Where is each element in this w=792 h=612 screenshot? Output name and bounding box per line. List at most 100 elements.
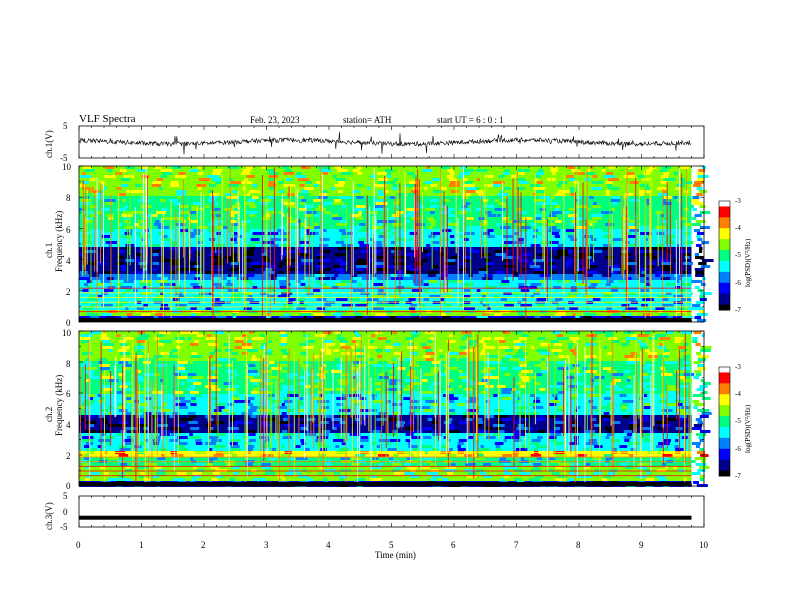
ch1-spectrogram-cell — [587, 220, 597, 223]
ch2-spectrogram-cell — [354, 472, 358, 475]
ch2-spectrogram-cell — [501, 358, 510, 361]
ch1-spectrogram-band — [79, 259, 692, 262]
ch1-spectrogram-cell — [393, 178, 398, 181]
ch2-spectrogram-cell — [677, 346, 685, 349]
ch1-spectrogram-cell — [375, 262, 384, 265]
ch1-spectrogram-cell — [152, 214, 158, 217]
ch1-spectrogram-streak — [544, 191, 546, 292]
ch2-spectrogram-cell — [277, 442, 287, 445]
ch1-spectrogram-cell — [504, 196, 508, 199]
ch2-spectrogram-streak — [638, 382, 640, 419]
ch1-spectrogram-cell — [117, 193, 126, 196]
ch2-spectrogram-cell — [89, 376, 100, 379]
ch2-spectrogram-cell — [249, 331, 253, 334]
ch2-spectrogram-cell — [593, 424, 601, 427]
ch2-spectrogram-cell — [512, 442, 519, 445]
ch1-spectrogram-cell — [409, 232, 418, 235]
ch2-spectrogram-cell — [283, 433, 294, 436]
ch2-spectrogram-cell — [232, 466, 240, 469]
ch2-spectrogram-cell — [209, 427, 214, 430]
ch2-spectrogram-cell — [287, 394, 299, 397]
ch1-spectrogram-cell — [550, 169, 559, 172]
ch2-spectrogram-cell — [177, 367, 186, 370]
ch2-spectrogram-cell — [628, 358, 640, 361]
ch2-spectrogram-band — [79, 364, 692, 367]
ch2-spectrogram-cell — [267, 349, 272, 352]
ch2-spectrogram-streak — [565, 360, 567, 451]
ch2-spectrogram-cell — [151, 376, 161, 379]
ch2-spectrogram-cell — [485, 400, 490, 403]
ch1-spectrogram-cell — [519, 166, 523, 169]
ch1-spectrogram-cell — [213, 166, 221, 169]
ch2-spectrogram-cell — [502, 454, 513, 457]
ch2-spectrogram-cell — [640, 346, 648, 349]
ch1-spectrogram-cell — [357, 271, 361, 274]
ch1-spectrogram-streak — [669, 199, 671, 255]
ch2-spectrogram-cell — [447, 409, 455, 412]
ch1-spectrogram-cell — [233, 232, 238, 235]
ch2-spectrogram-cell — [262, 454, 274, 457]
ch2-spectrogram-cell — [89, 331, 101, 334]
ch2-spectrogram-cell — [336, 403, 344, 406]
ch2-spectrogram-cell — [432, 448, 438, 451]
ch1-spectrogram-cell — [424, 208, 436, 211]
colorbar2-tick: -6 — [735, 445, 741, 453]
ch2-spectrogram-cell — [557, 388, 568, 391]
ch2-spectrogram-cell — [503, 472, 513, 475]
ch1-spectrogram-cell — [172, 217, 184, 220]
ch2-spectrogram-cell — [319, 394, 323, 397]
ch1-spectrogram-cell — [444, 265, 449, 268]
ch2-spectrogram-cell — [301, 355, 312, 358]
ch1-spectrogram-cell — [425, 196, 432, 199]
ch1-spectrogram-cell — [265, 268, 273, 271]
ch1-spectrogram-cell — [497, 214, 501, 217]
ch2-spectrogram-cell — [337, 379, 349, 382]
ch2-spectrogram-cell — [247, 340, 251, 343]
ch2-spectrogram-cell — [105, 472, 109, 475]
ch1-spectrogram-band — [79, 229, 692, 232]
ch1-spectrogram-cell — [230, 181, 242, 184]
ch2-spectrogram-cell — [244, 442, 252, 445]
ch1-spectrogram-streak — [626, 167, 628, 312]
ch1-spectrogram-cell — [100, 208, 110, 211]
ch1-spectrogram-cell — [537, 250, 542, 253]
ch2-spectrogram-cell — [695, 463, 707, 466]
ch1-spectrogram-narrowband-line — [79, 287, 692, 289]
ch2-spectrogram-cell — [124, 337, 134, 340]
ch1-spectrogram-cell — [371, 277, 377, 280]
ch1-spectrogram-band — [79, 298, 692, 301]
ch2-spectrogram-cell — [144, 463, 157, 466]
ch2-spectrogram-cell — [585, 430, 596, 433]
ch1-spectrogram-cell — [353, 247, 358, 250]
ch2-spectrogram-cell — [246, 385, 254, 388]
ch1-spectrogram-cell — [126, 190, 138, 193]
ch2-spectrogram-cell — [282, 430, 288, 433]
ch2-spectrogram-cell — [502, 331, 511, 334]
ch2-spectrogram-cell — [282, 352, 290, 355]
ch2-spectrogram-streak — [209, 363, 211, 434]
ch1-spectrogram-band — [79, 214, 692, 217]
ch2-spectrogram-cell — [187, 331, 199, 334]
ch1-spectrogram-cell — [393, 262, 406, 265]
ch2-spectrogram-cell — [122, 367, 131, 370]
ch1-spectrogram-cell — [224, 172, 236, 175]
ch2-spectrogram-cell — [423, 373, 434, 376]
ch2-spectrogram-cell — [696, 388, 704, 391]
ch2-spectrogram-cell — [313, 355, 322, 358]
ch2-spectrogram-cell — [697, 367, 706, 370]
ch1-spectrogram-cell — [104, 274, 110, 277]
ch2-spectrogram-cell — [568, 442, 579, 445]
ch1-spectrogram-cell — [305, 181, 312, 184]
ch1-spectrogram-cell — [387, 307, 396, 310]
ch1-spectrogram-cell — [246, 211, 257, 214]
ch1-spectrogram-cell — [209, 196, 218, 199]
ch1-spectrogram-cell — [278, 211, 284, 214]
ch2-spectrogram-cell — [432, 430, 437, 433]
ch2-spectrogram-cell — [393, 472, 404, 475]
ch2-spectrogram-cell — [370, 343, 380, 346]
ch2-spectrogram-cell — [385, 364, 397, 367]
ch2-spectrogram-cell — [554, 445, 562, 448]
ch2-spectrogram-cell — [100, 334, 107, 337]
ch2-spectrogram-cell — [428, 415, 432, 418]
ch2-spectrogram-cell — [392, 430, 397, 433]
